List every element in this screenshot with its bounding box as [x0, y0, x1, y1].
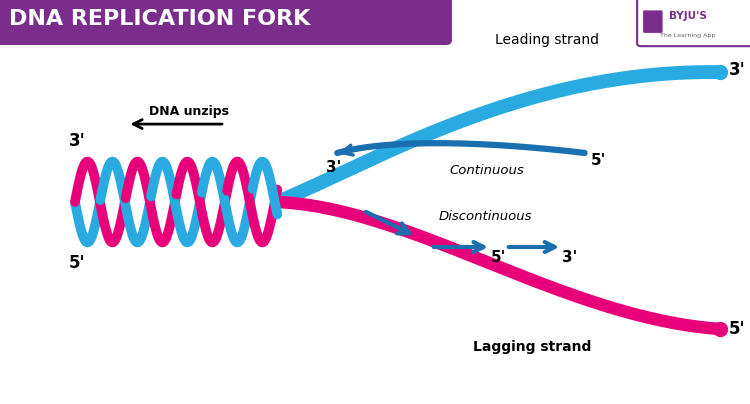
FancyBboxPatch shape [0, 0, 452, 45]
Text: Continuous: Continuous [450, 164, 524, 177]
Text: Lagging strand: Lagging strand [473, 341, 591, 354]
Text: DNA unzips: DNA unzips [148, 105, 229, 118]
Text: 5': 5' [491, 250, 506, 265]
Text: 5': 5' [591, 153, 606, 168]
Text: DNA REPLICATION FORK: DNA REPLICATION FORK [9, 9, 310, 29]
Text: 3': 3' [728, 61, 746, 80]
Text: Discontinuous: Discontinuous [439, 210, 532, 223]
Text: BYJU'S: BYJU'S [669, 11, 707, 21]
Text: 3': 3' [69, 133, 86, 150]
Text: The Learning App: The Learning App [661, 33, 716, 38]
Text: 3': 3' [562, 250, 578, 265]
FancyBboxPatch shape [643, 11, 662, 33]
Text: 5': 5' [728, 320, 746, 338]
Text: Leading strand: Leading strand [495, 34, 599, 47]
Text: 5': 5' [69, 254, 86, 271]
FancyBboxPatch shape [637, 0, 750, 46]
Text: 3': 3' [326, 160, 341, 175]
